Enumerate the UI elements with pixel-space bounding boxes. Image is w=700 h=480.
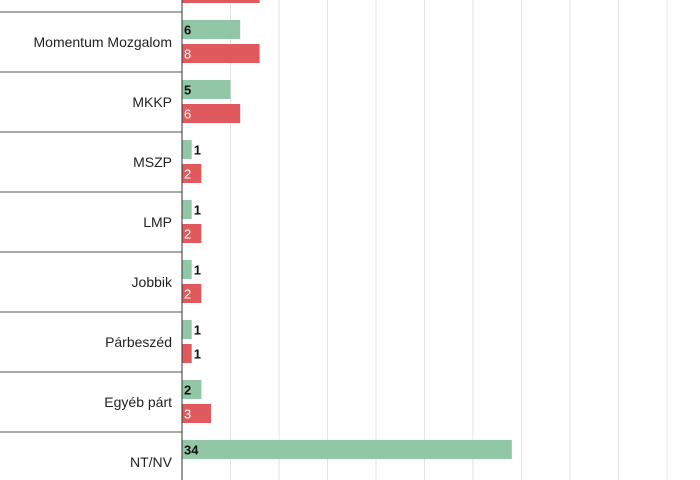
bar	[182, 80, 231, 99]
data-label: 8	[184, 47, 191, 62]
bar	[182, 20, 241, 39]
data-label: 6	[184, 23, 191, 38]
bar	[182, 0, 260, 3]
category-label: LMP	[143, 214, 172, 230]
category-labels: Momentum Mozgalom MKKP MSZP LMP Jobbik Párbes…	[34, 34, 174, 470]
bar	[182, 44, 260, 63]
bar	[182, 320, 192, 339]
data-label: 2	[184, 227, 191, 242]
data-label: 34	[184, 443, 199, 458]
bar	[182, 200, 192, 219]
data-label: 2	[184, 167, 191, 182]
data-label: 1	[194, 143, 201, 158]
bar	[182, 380, 202, 399]
bar	[182, 104, 241, 123]
data-label: 5	[184, 83, 191, 98]
bar	[182, 440, 512, 459]
data-label: 1	[194, 203, 201, 218]
bar	[182, 344, 192, 363]
bar	[182, 224, 202, 243]
data-label: 1	[194, 347, 201, 362]
data-label: 1	[194, 263, 201, 278]
category-label: Momentum Mozgalom	[34, 34, 173, 50]
category-label: Párbeszéd	[105, 334, 172, 350]
bar	[182, 140, 192, 159]
gridlines	[230, 0, 668, 480]
bar	[182, 164, 202, 183]
category-label: Jobbik	[132, 274, 173, 290]
bar	[182, 404, 212, 423]
category-label: NT/NV	[130, 454, 173, 470]
data-label: 2	[184, 287, 191, 302]
bar	[182, 284, 202, 303]
data-label: 2	[184, 383, 191, 398]
data-label: 8	[184, 0, 191, 2]
bars: 86856121212112334	[182, 0, 512, 459]
category-label: MKKP	[132, 94, 172, 110]
data-label: 1	[194, 323, 201, 338]
data-label: 3	[184, 407, 191, 422]
bar	[182, 260, 192, 279]
category-label: Egyéb párt	[104, 394, 172, 410]
data-label: 6	[184, 107, 191, 122]
category-label: MSZP	[133, 154, 172, 170]
category-separators	[0, 11, 182, 433]
